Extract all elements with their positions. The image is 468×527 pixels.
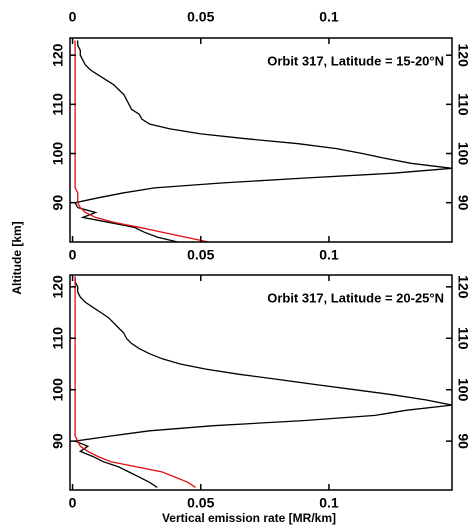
x-tick-label: 0.05 [187,9,214,25]
x-tick-label: 0.1 [319,9,339,25]
profile-line [74,40,452,242]
profile-line [72,276,452,488]
y-axis-label: Altitude [km] [10,221,24,294]
y-tick-label: 100 [50,142,66,166]
y-tick-label: 100 [50,378,66,402]
y-tick-label: 100 [455,142,468,166]
x-tick-label: 0.1 [319,247,339,263]
annotation: Orbit 317, Latitude = 20-25°N [267,290,444,305]
plot-frame [69,37,453,243]
y-tick-label: 120 [455,275,468,299]
y-tick-label: 110 [455,327,468,350]
y-tick-label: 90 [50,433,66,449]
profile-line [74,276,196,488]
y-tick-label: 120 [50,43,66,67]
y-tick-label: 90 [455,195,468,211]
y-tick-label: 90 [50,195,66,211]
y-tick-label: 120 [50,275,66,299]
x-tick-label: 0 [69,247,77,263]
x-tick-label: 0 [69,495,77,511]
y-tick-label: 110 [455,93,468,116]
x-tick-label: 0.1 [319,495,339,511]
annotation: Orbit 317, Latitude = 15-20°N [267,53,444,68]
y-tick-label: 100 [455,378,468,402]
x-tick-label: 0.05 [187,247,214,263]
x-tick-label: 0 [69,9,77,25]
x-axis-label: Vertical emission rate [MR/km] [162,511,336,525]
y-tick-label: 90 [455,433,468,449]
y-tick-label: 110 [50,327,66,350]
plot-frame [69,274,453,491]
profile-line [74,40,209,242]
y-tick-label: 110 [50,93,66,116]
y-tick-label: 120 [455,44,468,68]
x-tick-label: 0.05 [187,495,214,511]
